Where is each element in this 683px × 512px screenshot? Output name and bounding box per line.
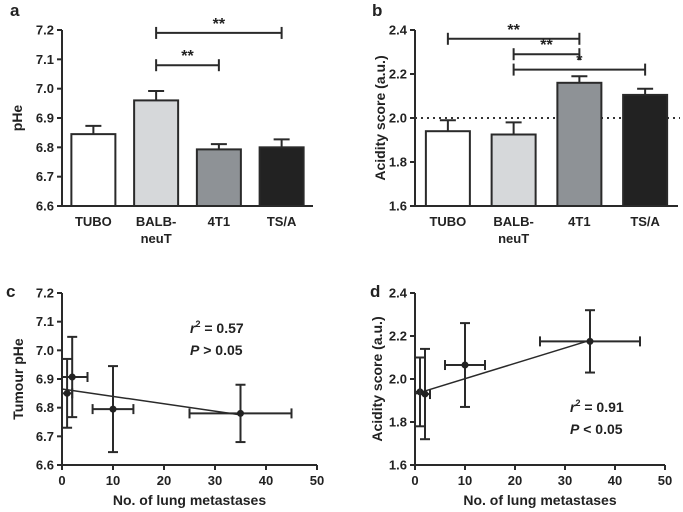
panel-d: d 1.6 1.8 2.0 2.2 2.4 Acidity score (a.u.) 0 10 2… <box>369 282 672 508</box>
x-tick-label: 50 <box>658 473 672 488</box>
y-tick-label: 1.8 <box>389 415 407 430</box>
y-tick-label: 7.0 <box>36 343 54 358</box>
r-squared-label: r2 = 0.91 <box>570 398 624 415</box>
data-point <box>63 389 71 397</box>
y-tick-label: 2.2 <box>389 67 407 82</box>
y-tick-label: 7.0 <box>36 81 54 96</box>
panel-b: b 1.6 1.8 2.0 2.2 2.4 Acidity score (a.u.) TUBO… <box>372 1 680 246</box>
y-tick-label: 6.9 <box>36 111 54 126</box>
x-tick-label: 4T1 <box>208 214 230 229</box>
significance-label: ** <box>507 22 520 39</box>
bar-balb-neut <box>133 99 180 207</box>
x-tick-label: neuT <box>141 231 172 246</box>
y-tick-label: 2.4 <box>389 23 408 38</box>
data-point <box>237 409 244 417</box>
bar-tubo <box>424 130 471 207</box>
x-tick-label: 10 <box>106 473 120 488</box>
y-tick-label: 6.9 <box>36 372 54 387</box>
y-tick-label: 6.8 <box>36 400 54 415</box>
significance-label: * <box>576 53 583 70</box>
x-tick-label: 20 <box>157 473 171 488</box>
x-tick-label: TUBO <box>429 214 466 229</box>
y-tick-label: 1.6 <box>389 458 407 473</box>
x-axis-title: No. of lung metastases <box>113 492 266 508</box>
y-axis-title: Tumour pHe <box>10 338 26 420</box>
y-tick-label: 7.2 <box>36 23 54 38</box>
panel-letter: a <box>10 1 20 20</box>
y-axis-title: Acidity score (a.u.) <box>369 316 385 441</box>
y-tick-label: 1.6 <box>389 199 407 214</box>
y-tick-label: 6.6 <box>36 458 54 473</box>
panel-letter: c <box>6 282 15 301</box>
significance-label: ** <box>540 37 553 54</box>
panel-a: a 6.6 6.7 6.8 6.9 7.0 7.1 7.2 pHe TUBO BALB-neuT 4T… <box>9 1 313 246</box>
y-tick-label: 1.8 <box>389 155 407 170</box>
x-tick-label: 0 <box>411 473 418 488</box>
x-tick-label: TUBO <box>75 214 112 229</box>
panel-letter: b <box>372 1 382 20</box>
y-tick-label: 7.2 <box>36 286 54 301</box>
bar-balb-neut <box>490 133 537 207</box>
bar-ts-a <box>258 146 305 207</box>
significance-label: ** <box>213 16 226 33</box>
x-tick-label: 40 <box>608 473 622 488</box>
data-point <box>586 337 594 345</box>
y-tick-label: 2.0 <box>389 111 407 126</box>
p-value-label: P < 0.05 <box>570 421 623 437</box>
data-point <box>68 373 76 381</box>
panel-letter: d <box>370 282 380 301</box>
x-tick-label: 50 <box>310 473 324 488</box>
y-tick-label: 2.4 <box>389 286 408 301</box>
regression-line <box>61 388 241 416</box>
y-tick-label: 6.6 <box>36 199 54 214</box>
data-point <box>109 405 117 413</box>
x-tick-label: 4T1 <box>568 214 590 229</box>
panel-c: c 6.6 6.7 6.8 6.9 7.0 7.1 7.2 Tumour pHe 0 10 20 30 4… <box>6 282 324 508</box>
x-tick-label: TS/A <box>630 214 660 229</box>
x-tick-label: neuT <box>498 231 529 246</box>
x-tick-label: BALB- <box>493 214 533 229</box>
y-tick-label: 6.8 <box>36 140 54 155</box>
y-tick-label: 6.7 <box>36 429 54 444</box>
y-tick-label: 2.2 <box>389 329 407 344</box>
x-tick-label: 40 <box>259 473 273 488</box>
x-tick-label: BALB- <box>136 214 176 229</box>
bar-tubo <box>70 133 117 207</box>
r-squared-label: r2 = 0.57 <box>190 319 244 336</box>
significance-label: ** <box>181 48 194 65</box>
x-tick-label: 20 <box>508 473 522 488</box>
x-tick-label: 30 <box>558 473 572 488</box>
data-point <box>461 361 469 369</box>
y-tick-label: 6.7 <box>36 169 54 184</box>
regression-line <box>414 339 591 395</box>
y-tick-label: 7.1 <box>36 52 54 67</box>
y-tick-label: 2.0 <box>389 372 407 387</box>
x-tick-label: 30 <box>208 473 222 488</box>
x-axis-title: No. of lung metastases <box>463 492 616 508</box>
bar-ts-a <box>622 93 669 207</box>
data-point <box>421 390 429 398</box>
x-tick-label: TS/A <box>267 214 297 229</box>
x-tick-label: 10 <box>458 473 472 488</box>
y-axis-title: pHe <box>9 105 25 132</box>
y-tick-label: 7.1 <box>36 314 54 329</box>
x-tick-label: 0 <box>58 473 65 488</box>
bar-4t1 <box>195 148 242 208</box>
y-axis-title: Acidity score (a.u.) <box>372 55 388 180</box>
p-value-label: P > 0.05 <box>190 342 243 358</box>
bar-4t1 <box>556 81 603 207</box>
